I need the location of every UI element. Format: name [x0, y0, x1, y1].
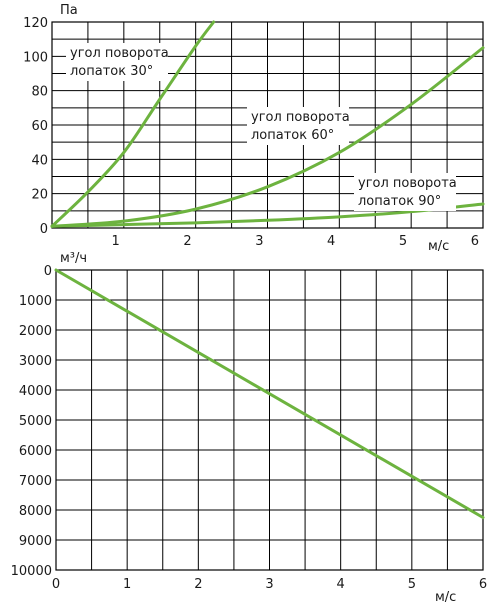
flow-x-unit: м/с: [435, 590, 456, 605]
series-label-line: угол поворота: [358, 176, 457, 191]
pressure-series-line: [50, 20, 216, 228]
flow-y-tick-label: 3000: [19, 354, 52, 369]
pressure-y-tick-label: 20: [31, 188, 48, 203]
series-label-background: [354, 173, 456, 211]
flow-plot-frame: [55, 269, 484, 571]
flow-x-tick-label: 5: [408, 577, 416, 592]
flow-x-tick-label: 3: [265, 577, 273, 592]
pressure-x-tick-label: 5: [399, 234, 407, 249]
flow-y-tick-label: 2000: [19, 324, 52, 339]
flow-y-tick-label: 4000: [19, 384, 52, 399]
flow-x-tick-label: 2: [194, 577, 202, 592]
pressure-y-tick-label: 100: [23, 50, 48, 65]
series-label-line: лопаток 60°: [251, 128, 334, 143]
pressure-x-tick-label: 1: [112, 234, 120, 249]
flow-x-tick-label: 0: [52, 577, 60, 592]
series-label-line: угол поворота: [70, 46, 169, 61]
flow-chart-grid: [55, 269, 484, 571]
series-label-background: [247, 107, 349, 145]
flow-y-tick-label: 7000: [19, 474, 52, 489]
series-label-line: угол поворота: [251, 110, 350, 125]
pressure-y-tick-label: 0: [40, 222, 48, 237]
pressure-x-tick-label: 3: [255, 234, 263, 249]
pressure-x-tick-label: 6: [471, 234, 479, 249]
pressure-chart-series: [50, 20, 485, 228]
flow-y-tick-label: 6000: [19, 444, 52, 459]
pressure-series-line: [50, 202, 485, 228]
flow-y-tick-label: 5000: [19, 414, 52, 429]
pressure-y-tick-label: 120: [23, 16, 48, 31]
pressure-x-unit: м/с: [428, 239, 449, 254]
series-label-line: лопаток 30°: [70, 64, 153, 79]
flow-y-tick-label: 9000: [19, 534, 52, 549]
pressure-x-tick-label: 4: [327, 234, 335, 249]
pressure-y-unit: Па: [60, 3, 78, 18]
flow-chart: 0 1 2 3 4 5 6 0 1000 2000 3000 4000 5000 6000 7000 8000…: [11, 251, 488, 605]
flow-x-tick-label: 1: [123, 577, 131, 592]
flow-y-tick-label: 8000: [19, 504, 52, 519]
pressure-y-tick-label: 80: [31, 85, 48, 100]
series-label-background: [66, 43, 168, 81]
flow-x-tick-label: 4: [337, 577, 345, 592]
pressure-x-tick-label: 2: [183, 234, 191, 249]
flow-y-tick-label: 0: [44, 264, 52, 279]
pressure-y-tick-label: 40: [31, 153, 48, 168]
flow-x-tick-label: 6: [479, 577, 487, 592]
flow-chart-labels: 0 1 2 3 4 5 6 0 1000 2000 3000 4000 5000 6000 7000 8000…: [11, 264, 488, 592]
flow-y-tick-label: 1000: [19, 294, 52, 309]
pressure-series-line: [50, 46, 485, 228]
series-label-line: лопаток 90°: [358, 194, 441, 209]
pressure-y-tick-label: 60: [31, 119, 48, 134]
pressure-plot-frame: [51, 21, 484, 229]
flow-series-line: [54, 268, 485, 519]
flow-y-unit: м³/ч: [60, 251, 87, 266]
flow-chart-series: [54, 268, 485, 519]
flow-y-tick-label: 10000: [11, 564, 52, 579]
